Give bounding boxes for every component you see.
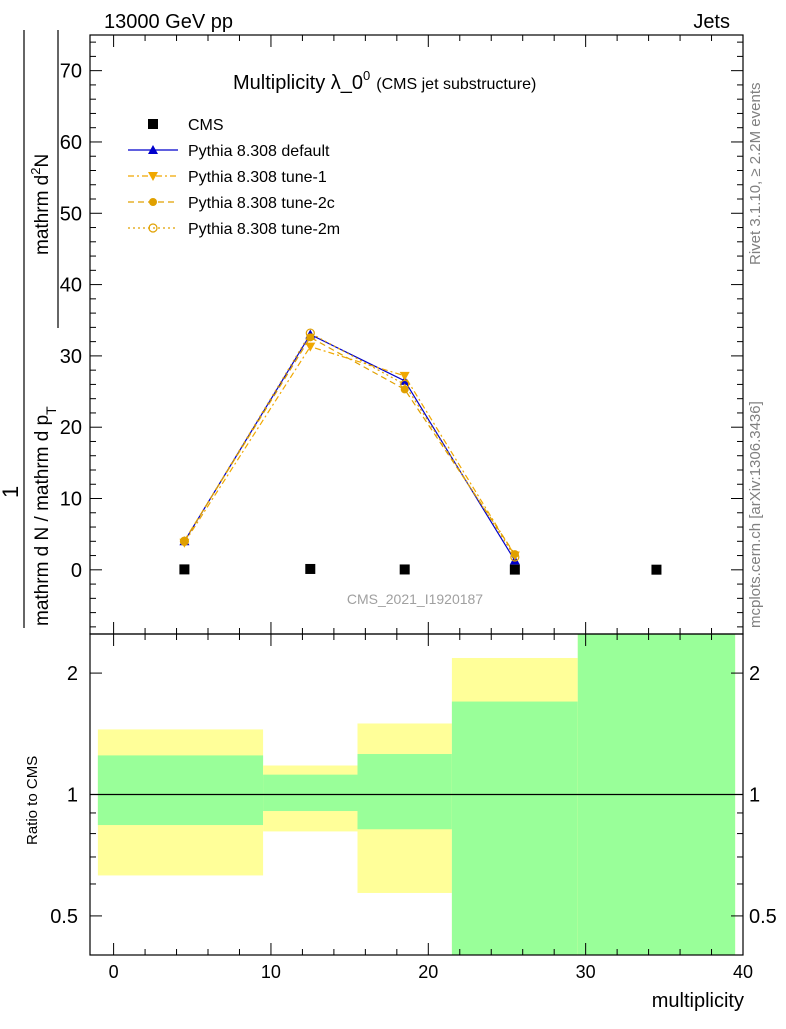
series-3	[180, 333, 519, 559]
y-tick-label: 70	[60, 61, 82, 83]
analysis-watermark: CMS_2021_I1920187	[347, 591, 483, 607]
legend-item-3: Pythia 8.308 tune-2c	[128, 195, 335, 212]
ratio-stat-band-0	[97, 755, 264, 826]
data-point	[179, 536, 190, 546]
ratio-y-tick-label-right: 0.5	[749, 906, 777, 928]
x-tick-label: 20	[418, 962, 438, 982]
data-point	[510, 552, 520, 562]
mcplots-label: mcplots.cern.ch [arXiv:1306.3436]	[747, 401, 764, 628]
main-y-axis-label: 1 mathrm d N / mathrm d pT mathrm d2N x	[0, 30, 59, 628]
ratio-y-tick-label-right: 1	[749, 785, 760, 807]
ylabel-numerator: mathrm d2N	[28, 154, 53, 255]
x-tick-label: 40	[733, 962, 753, 982]
series-layer	[179, 328, 662, 575]
y-tick-label: 30	[60, 346, 82, 368]
legend-label: Pythia 8.308 tune-2c	[188, 195, 335, 212]
legend-marker	[148, 145, 158, 154]
series-0	[179, 563, 662, 575]
chart-title: Multiplicity λ_00(CMS jet substructure)	[233, 68, 536, 94]
data-point	[509, 564, 520, 575]
ratio-stat-band-3	[451, 701, 578, 955]
legend-label: Pythia 8.308 default	[188, 143, 330, 160]
x-axis-label: multiplicity	[652, 990, 744, 1012]
legend-item-1: Pythia 8.308 default	[128, 143, 330, 160]
data-point	[399, 564, 410, 575]
x-tick-label: 0	[109, 962, 119, 982]
legend-marker	[148, 223, 158, 233]
legend-label: CMS	[188, 117, 224, 134]
data-point	[510, 550, 519, 559]
energy-label: 13000 GeV pp	[104, 11, 233, 33]
series-line-3	[183, 336, 516, 555]
ratio-y-tick-label-right: 2	[749, 663, 760, 685]
process-label: Jets	[693, 11, 730, 33]
series-2	[179, 342, 520, 561]
rivet-label: Rivet 3.1.10, ≥ 2.2M events	[747, 83, 764, 266]
legend-item-2: Pythia 8.308 tune-1	[128, 169, 327, 186]
data-point	[399, 371, 410, 381]
ratio-bands	[90, 634, 743, 955]
ylabel-one: 1	[0, 486, 23, 498]
main-y-axis: 0 10 20 30 40 50 60 70	[60, 41, 743, 628]
y-tick-label: 10	[60, 489, 82, 511]
legend: CMS Pythia 8.308 default Pythia 8.308 tune…	[128, 117, 340, 238]
ratio-stat-band-2	[357, 754, 452, 830]
legend-marker	[149, 198, 157, 206]
legend-item-0: CMS	[148, 117, 224, 134]
ylabel-fraction-den: x	[32, 316, 53, 326]
series-4	[179, 328, 520, 562]
y-tick-label: 20	[60, 417, 82, 439]
data-point	[305, 328, 315, 338]
legend-marker	[148, 119, 158, 129]
data-point	[305, 563, 316, 574]
ratio-ylabel: Ratio to CMS	[24, 756, 41, 845]
legend-label: Pythia 8.308 tune-2m	[188, 221, 340, 238]
data-point	[400, 379, 410, 390]
ylabel-denominator: mathrm d N / mathrm d pT	[32, 406, 59, 626]
legend-marker	[148, 172, 158, 181]
x-tick-label: 30	[576, 962, 596, 982]
ratio-y-tick-label: 0.5	[50, 906, 78, 928]
series-line-4	[183, 332, 516, 558]
legend-label: Pythia 8.308 tune-1	[188, 169, 327, 186]
y-tick-label: 50	[60, 203, 82, 225]
series-line-2	[183, 345, 516, 556]
y-tick-label: 40	[60, 275, 82, 297]
legend-item-4: Pythia 8.308 tune-2m	[128, 221, 340, 238]
ratio-y-tick-label: 1	[67, 785, 78, 807]
data-point	[305, 342, 316, 352]
y-tick-label: 60	[60, 132, 82, 154]
data-point	[651, 564, 662, 575]
ratio-y-tick-label: 2	[67, 663, 78, 685]
x-tick-label: 10	[261, 962, 281, 982]
series-1	[179, 329, 520, 565]
data-point	[179, 564, 190, 575]
y-tick-label: 0	[71, 560, 82, 582]
series-line-1	[183, 333, 516, 561]
ratio-stat-band-1	[263, 774, 358, 812]
ratio-panel: 0 10 20 30 40 0.5 0.5 1 1 2 2	[50, 35, 777, 982]
